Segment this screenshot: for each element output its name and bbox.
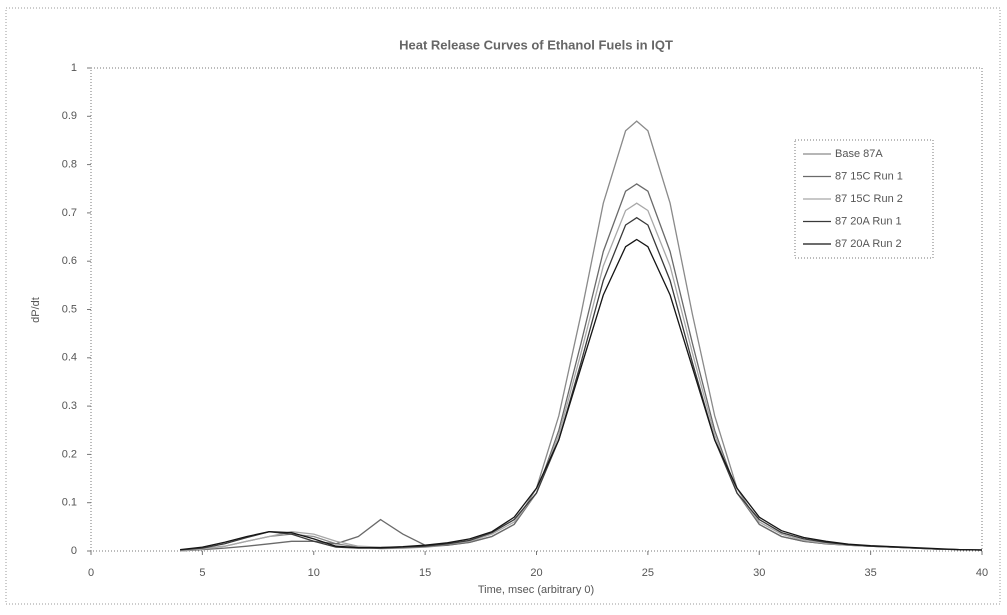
legend-label: 87 15C Run 2 [835, 193, 903, 205]
y-tick-label: 0.4 [62, 352, 77, 364]
x-axis-label: Time, msec (arbitrary 0) [478, 584, 594, 596]
y-tick-label: 0.7 [62, 207, 77, 219]
y-tick-label: 0.9 [62, 110, 77, 122]
y-tick-label: 0.5 [62, 303, 77, 315]
y-tick-label: 0.8 [62, 159, 77, 171]
y-tick-label: 0.2 [62, 448, 77, 460]
x-tick-label: 20 [530, 567, 542, 579]
legend-label: Base 87A [835, 148, 883, 160]
x-tick-label: 5 [199, 567, 205, 579]
x-tick-label: 15 [419, 567, 431, 579]
x-tick-label: 25 [642, 567, 654, 579]
x-tick-label: 0 [88, 567, 94, 579]
series-line [180, 238, 983, 551]
series-line [180, 216, 983, 551]
legend-label: 87 20A Run 1 [835, 215, 902, 227]
legend-label: 87 15C Run 1 [835, 170, 903, 182]
x-tick-label: 40 [976, 567, 988, 579]
y-tick-label: 0 [71, 545, 77, 557]
chart-title: Heat Release Curves of Ethanol Fuels in … [399, 37, 673, 52]
x-tick-label: 10 [308, 567, 320, 579]
x-tick-label: 30 [753, 567, 765, 579]
y-tick-label: 1 [71, 62, 77, 74]
y-axis-label: dP/dt [30, 297, 42, 323]
y-tick-label: 0.3 [62, 400, 77, 412]
y-tick-label: 0.6 [62, 255, 77, 267]
y-tick-label: 0.1 [62, 497, 77, 509]
legend-label: 87 20A Run 2 [835, 238, 902, 250]
x-tick-label: 35 [865, 567, 877, 579]
frame [5, 7, 1001, 605]
